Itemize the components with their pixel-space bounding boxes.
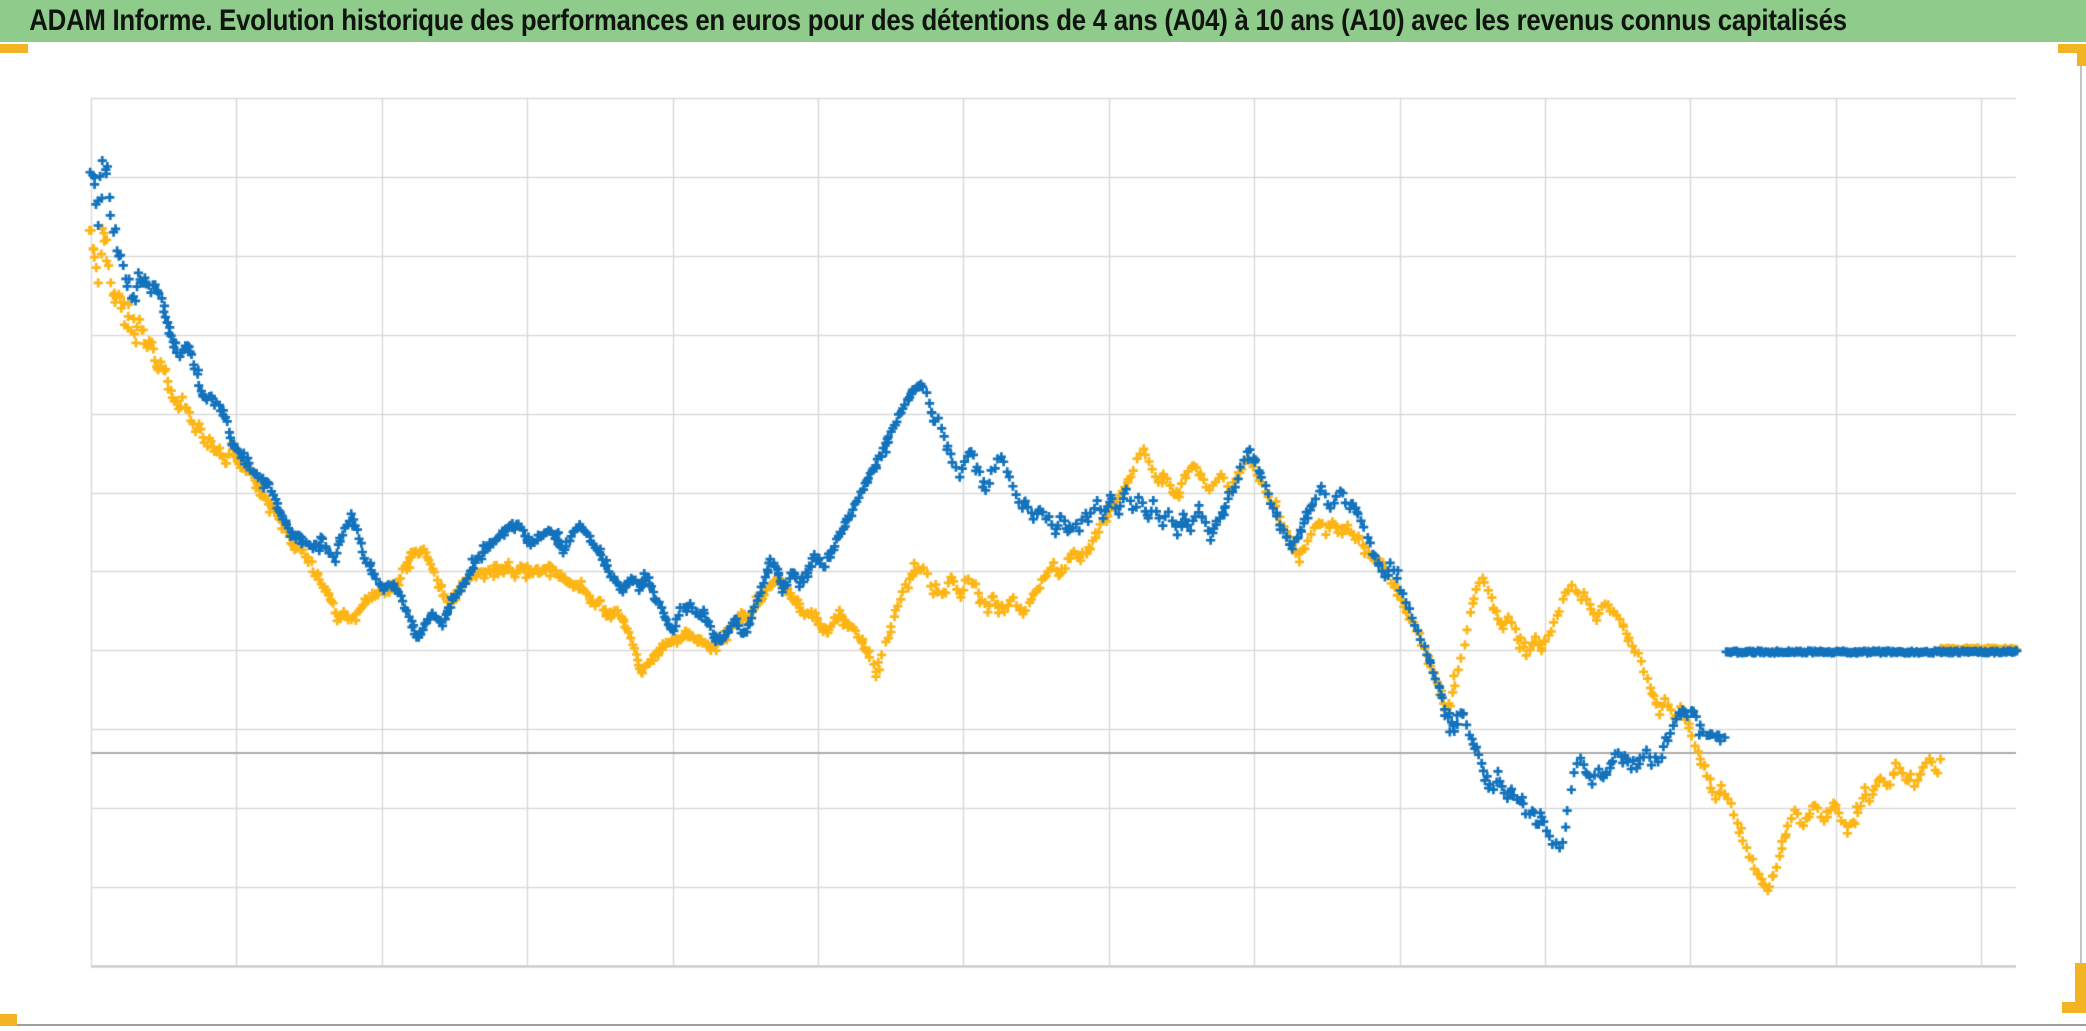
corner-mark-bottom-right-v: [2075, 963, 2086, 1013]
slide-border-right: [2080, 44, 2082, 1013]
corner-mark-top-right-v: [2077, 44, 2086, 66]
corner-mark-top-left: [0, 44, 28, 53]
corner-mark-top-right-h: [2058, 44, 2086, 53]
corner-mark-bottom-left: [0, 1014, 17, 1026]
chart-title: ADAM Informe. Evolution historique des p…: [29, 4, 1847, 37]
title-bar: ADAM Informe. Evolution historique des p…: [0, 0, 2086, 42]
corner-mark-bottom-right-h: [2062, 1002, 2086, 1013]
slide-border-bottom: [0, 1024, 2086, 1026]
